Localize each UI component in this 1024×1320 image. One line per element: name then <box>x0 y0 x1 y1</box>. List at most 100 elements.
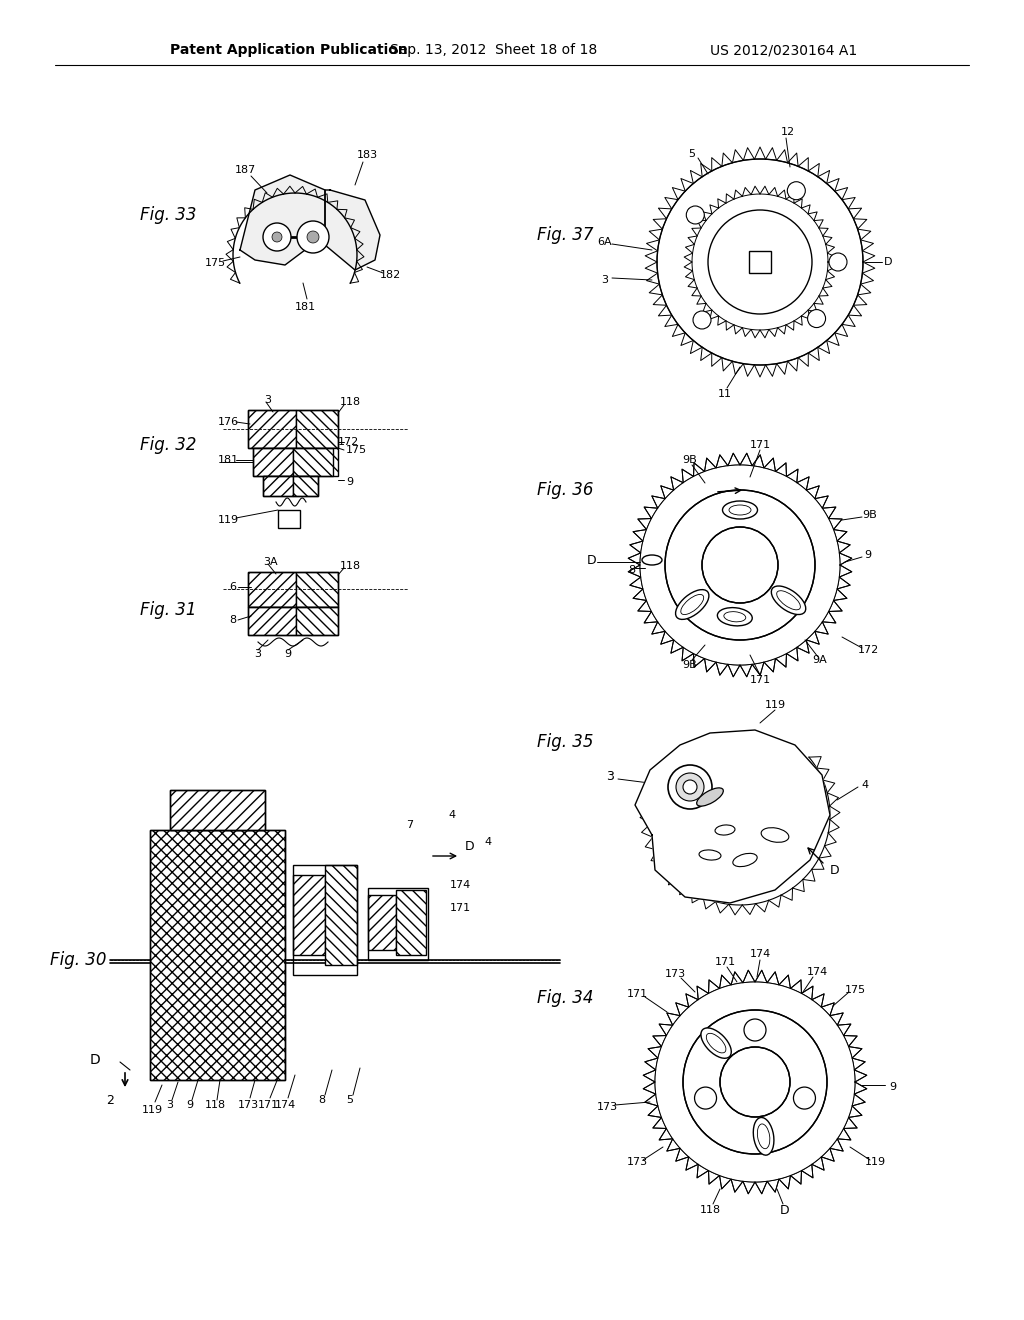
Text: 3: 3 <box>255 649 261 659</box>
Circle shape <box>829 253 847 271</box>
Text: 171: 171 <box>750 675 771 685</box>
Text: 9B: 9B <box>683 455 697 465</box>
Text: 9: 9 <box>285 649 292 659</box>
Bar <box>253 447 293 477</box>
Text: 2: 2 <box>106 1093 114 1106</box>
Text: 118: 118 <box>339 397 360 407</box>
Text: 5: 5 <box>346 1096 353 1105</box>
Text: Fig. 36: Fig. 36 <box>537 480 593 499</box>
Text: 173: 173 <box>665 969 685 979</box>
Text: 171: 171 <box>750 440 771 450</box>
Bar <box>293 865 357 975</box>
Text: 3A: 3A <box>263 557 278 568</box>
Text: 4: 4 <box>861 780 868 789</box>
Text: 11: 11 <box>718 389 732 399</box>
Circle shape <box>676 774 705 801</box>
Text: 3: 3 <box>264 395 271 405</box>
Text: 181: 181 <box>295 302 315 312</box>
Text: D: D <box>90 1053 100 1067</box>
Bar <box>293 447 338 477</box>
Text: 4: 4 <box>484 837 492 847</box>
Text: 119: 119 <box>217 515 239 525</box>
Bar <box>150 830 285 1080</box>
Bar <box>296 411 338 447</box>
Text: 173: 173 <box>627 1158 647 1167</box>
Text: Fig. 34: Fig. 34 <box>537 989 593 1007</box>
Text: 8: 8 <box>229 615 237 624</box>
Bar <box>248 411 338 447</box>
Text: D: D <box>780 1204 790 1217</box>
Text: 173: 173 <box>596 1102 617 1111</box>
Text: 8: 8 <box>629 565 636 576</box>
Bar <box>293 875 325 954</box>
Text: 172: 172 <box>337 437 358 447</box>
Text: 171: 171 <box>450 903 471 913</box>
Bar <box>170 789 265 830</box>
Text: 174: 174 <box>450 880 471 890</box>
Circle shape <box>794 1088 815 1109</box>
Text: 172: 172 <box>857 645 879 655</box>
Ellipse shape <box>676 590 709 619</box>
Text: 5: 5 <box>688 149 695 158</box>
Bar <box>263 477 318 496</box>
Circle shape <box>744 1019 766 1041</box>
Text: 3: 3 <box>601 275 608 285</box>
Circle shape <box>694 1088 717 1109</box>
Circle shape <box>683 1010 827 1154</box>
Text: 118: 118 <box>339 561 360 572</box>
Text: 182: 182 <box>379 271 400 280</box>
Circle shape <box>272 232 282 242</box>
Bar <box>248 607 338 635</box>
Bar <box>248 411 296 447</box>
Text: Fig. 32: Fig. 32 <box>139 436 197 454</box>
Text: D: D <box>830 863 840 876</box>
Circle shape <box>665 490 815 640</box>
Text: 9: 9 <box>346 477 353 487</box>
Circle shape <box>683 780 697 795</box>
Text: 9B: 9B <box>862 510 878 520</box>
Text: 118: 118 <box>205 1100 225 1110</box>
Ellipse shape <box>761 828 788 842</box>
Ellipse shape <box>696 788 723 807</box>
Bar <box>296 607 338 635</box>
Text: 9: 9 <box>864 550 871 560</box>
Circle shape <box>702 527 778 603</box>
Text: Fig. 30: Fig. 30 <box>50 950 106 969</box>
Text: 171: 171 <box>715 957 735 968</box>
Circle shape <box>655 982 855 1181</box>
Text: 181: 181 <box>217 455 239 465</box>
Polygon shape <box>240 176 325 265</box>
Text: 7: 7 <box>407 820 414 830</box>
Circle shape <box>686 206 705 224</box>
Bar <box>749 251 771 273</box>
Bar <box>278 510 300 528</box>
Text: 174: 174 <box>274 1100 296 1110</box>
Text: 9: 9 <box>186 1100 194 1110</box>
Text: 6: 6 <box>229 582 237 591</box>
Bar <box>368 888 428 960</box>
Text: 8: 8 <box>318 1096 326 1105</box>
Text: 12: 12 <box>781 127 795 137</box>
Bar <box>296 572 338 607</box>
Text: D: D <box>465 840 475 853</box>
Text: 176: 176 <box>217 417 239 426</box>
Text: 6A: 6A <box>598 238 612 247</box>
Text: 175: 175 <box>845 985 865 995</box>
Circle shape <box>263 223 291 251</box>
Text: 3: 3 <box>167 1100 173 1110</box>
Text: 118: 118 <box>699 1205 721 1214</box>
Bar <box>248 572 296 607</box>
Circle shape <box>307 231 319 243</box>
Bar <box>170 789 265 830</box>
Text: 9B: 9B <box>683 660 697 671</box>
Text: 9: 9 <box>890 1082 897 1092</box>
Text: Patent Application Publication: Patent Application Publication <box>170 44 408 57</box>
Text: 119: 119 <box>141 1105 163 1115</box>
Text: US 2012/0230164 A1: US 2012/0230164 A1 <box>710 44 857 57</box>
Circle shape <box>693 312 711 329</box>
Text: Sep. 13, 2012  Sheet 18 of 18: Sep. 13, 2012 Sheet 18 of 18 <box>390 44 597 57</box>
Text: 119: 119 <box>765 700 785 710</box>
Ellipse shape <box>771 586 806 615</box>
Bar <box>396 890 426 954</box>
Bar <box>253 447 333 477</box>
